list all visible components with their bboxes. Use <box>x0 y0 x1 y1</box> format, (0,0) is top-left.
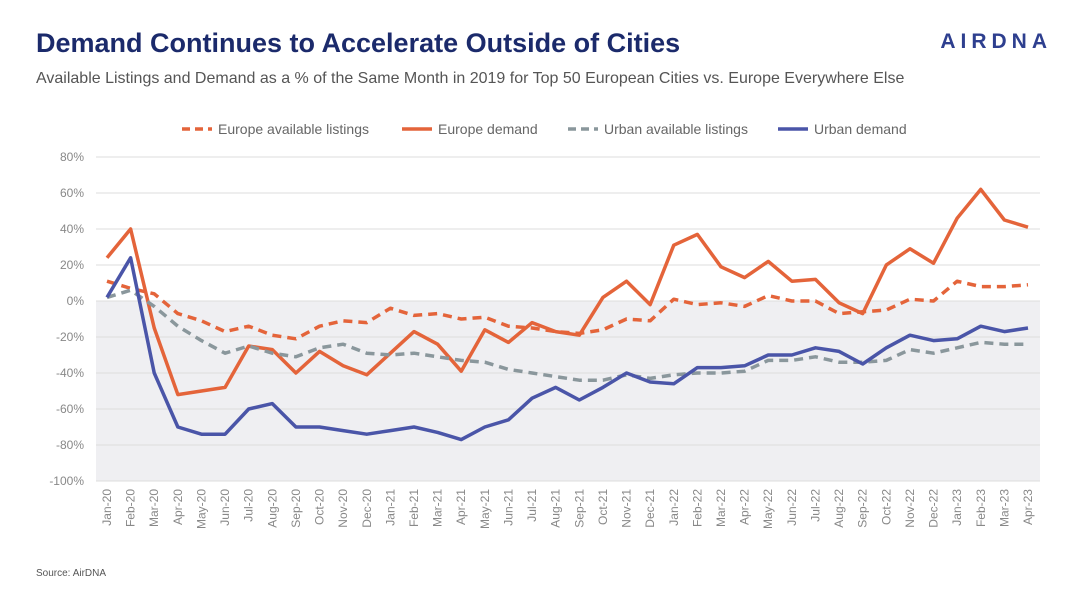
x-tick-label: Oct-22 <box>879 489 893 525</box>
source-note: Source: AirDNA <box>36 568 107 579</box>
y-tick-label: -100% <box>49 474 84 488</box>
x-tick-label: May-20 <box>194 489 208 529</box>
x-tick-label: Jan-21 <box>383 489 397 526</box>
x-tick-label: Jul-21 <box>525 489 539 522</box>
legend-label: Urban demand <box>814 121 907 137</box>
x-tick-label: Oct-20 <box>313 489 327 525</box>
x-tick-label: Sep-21 <box>572 489 586 528</box>
x-tick-label: Feb-22 <box>690 489 704 527</box>
x-tick-label: Apr-22 <box>738 489 752 525</box>
y-tick-label: 0% <box>67 294 85 308</box>
chart-title: Demand Continues to Accelerate Outside o… <box>36 28 681 58</box>
x-tick-label: Sep-22 <box>856 489 870 528</box>
x-tick-label: Jul-22 <box>808 489 822 522</box>
series-line-europe-demand <box>105 187 1029 397</box>
series-line-urban-available-listings <box>106 288 1028 382</box>
x-tick-label: Feb-20 <box>124 489 138 527</box>
y-tick-label: -60% <box>56 402 84 416</box>
x-tick-label: Apr-21 <box>454 489 468 525</box>
x-tick-label: Jan-22 <box>667 489 681 526</box>
y-tick-label: -80% <box>56 438 84 452</box>
x-tick-label: May-21 <box>478 489 492 529</box>
x-tick-label: Feb-21 <box>407 489 421 527</box>
x-tick-label: Jan-23 <box>950 489 964 526</box>
x-tick-label: Apr-20 <box>171 489 185 525</box>
x-tick-label: Aug-21 <box>549 489 563 528</box>
y-tick-label: -20% <box>56 330 84 344</box>
x-tick-label: Feb-23 <box>974 489 988 527</box>
chart-subtitle: Available Listings and Demand as a % of … <box>36 70 905 87</box>
x-tick-label: Apr-23 <box>1021 489 1035 525</box>
x-tick-label: May-22 <box>761 489 775 529</box>
y-tick-label: 80% <box>60 150 84 164</box>
x-tick-label: Nov-20 <box>336 489 350 528</box>
airdna-logo: AIRDNA <box>940 30 1052 53</box>
x-tick-label: Mar-20 <box>147 489 161 527</box>
x-tick-label: Oct-21 <box>596 489 610 525</box>
x-tick-label: Dec-21 <box>643 489 657 528</box>
x-tick-label: Dec-20 <box>360 489 374 528</box>
legend-label: Urban available listings <box>604 121 748 137</box>
x-tick-label: Aug-20 <box>265 489 279 528</box>
x-tick-label: Nov-22 <box>903 489 917 528</box>
y-tick-label: 40% <box>60 222 84 236</box>
x-tick-label: Jun-22 <box>785 489 799 526</box>
y-tick-label: 20% <box>60 258 84 272</box>
legend-label: Europe available listings <box>218 121 369 137</box>
y-tick-label: 60% <box>60 186 84 200</box>
series-line-urban-demand <box>105 256 1029 442</box>
x-tick-label: Sep-20 <box>289 489 303 528</box>
x-tick-label: Aug-22 <box>832 489 846 528</box>
x-tick-label: Jul-20 <box>242 489 256 522</box>
y-tick-label: -40% <box>56 366 84 380</box>
x-tick-label: Nov-21 <box>620 489 634 528</box>
x-tick-label: Mar-22 <box>714 489 728 527</box>
x-tick-label: Mar-21 <box>431 489 445 527</box>
x-tick-label: Jun-20 <box>218 489 232 526</box>
x-tick-label: Jun-21 <box>501 489 515 526</box>
x-tick-label: Jan-20 <box>100 489 114 526</box>
x-tick-label: Dec-22 <box>927 489 941 528</box>
x-tick-label: Mar-23 <box>997 489 1011 527</box>
legend-label: Europe demand <box>438 121 538 137</box>
